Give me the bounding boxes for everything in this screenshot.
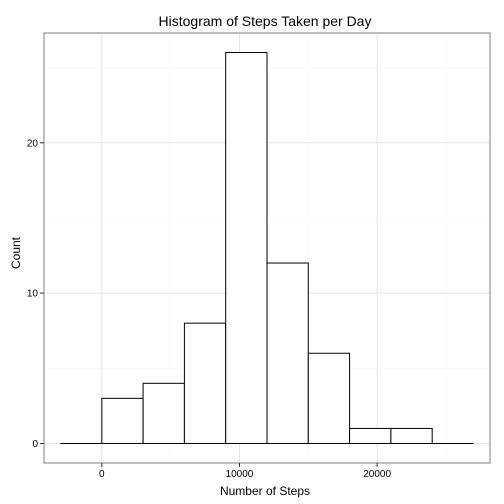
- y-axis-ticks: 0 10 20: [27, 138, 44, 450]
- x-tick-label: 10000: [226, 469, 254, 480]
- histogram-bar: [349, 427, 392, 444]
- x-tick-label: 0: [99, 469, 105, 480]
- y-tick-label: 0: [32, 439, 38, 450]
- histogram-bar: [183, 322, 227, 444]
- histogram-bar: [225, 52, 268, 444]
- y-tick-label: 10: [27, 289, 39, 300]
- histogram-bar: [142, 382, 185, 444]
- chart-title: Histogram of Steps Taken per Day: [159, 13, 372, 29]
- x-axis-ticks: 0 10000 20000: [99, 463, 391, 480]
- x-axis-title: Number of Steps: [220, 484, 310, 498]
- histogram-bar: [390, 427, 433, 444]
- histogram-bar: [307, 352, 351, 444]
- histogram-bar: [101, 397, 144, 444]
- y-axis-title: Count: [9, 236, 23, 269]
- histogram-bar: [266, 262, 309, 444]
- panel-border: [43, 32, 491, 464]
- x-tick-label: 20000: [363, 469, 391, 480]
- histogram-bars: [60, 52, 474, 444]
- y-tick-label: 20: [27, 138, 39, 149]
